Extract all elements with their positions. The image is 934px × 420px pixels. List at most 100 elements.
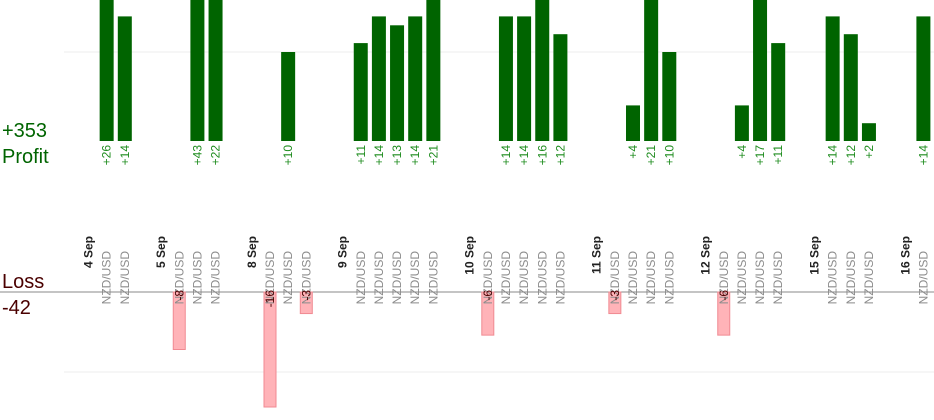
pair-label: NZD/USD bbox=[771, 251, 785, 305]
profit-bar bbox=[426, 0, 441, 141]
profit-total: +353 bbox=[2, 120, 47, 142]
pair-label: NZD/USD bbox=[717, 251, 731, 305]
profit-value-label: +10 bbox=[281, 145, 295, 166]
pair-label: NZD/USD bbox=[372, 251, 386, 305]
pair-label: NZD/USD bbox=[626, 251, 640, 305]
profit-bar bbox=[644, 0, 659, 141]
loss-value-label: -8 bbox=[172, 290, 186, 301]
pair-label: NZD/USD bbox=[662, 251, 676, 305]
profit-value-label: +14 bbox=[826, 145, 840, 166]
profit-bar bbox=[99, 0, 114, 141]
pair-label: NZD/USD bbox=[263, 251, 277, 305]
pair-label: NZD/USD bbox=[826, 251, 840, 305]
profit-value-label: +2 bbox=[862, 145, 876, 159]
profit-value-label: +22 bbox=[209, 145, 223, 166]
profit-bar bbox=[535, 0, 550, 141]
profit-bar bbox=[753, 0, 768, 141]
loss-bar bbox=[481, 291, 495, 336]
bars-group bbox=[99, 0, 931, 408]
profit-value-label: +43 bbox=[190, 145, 204, 166]
profit-value-label: +26 bbox=[100, 145, 114, 166]
loss-value-label: -6 bbox=[481, 290, 495, 301]
pair-label: NZD/USD bbox=[916, 251, 930, 305]
pair-label: NZD/USD bbox=[190, 251, 204, 305]
pair-label: NZD/USD bbox=[517, 251, 531, 305]
date-label: 5 Sep bbox=[154, 236, 168, 268]
profit-value-label: +11 bbox=[354, 145, 368, 165]
profit-bar bbox=[408, 16, 423, 141]
profit-bar bbox=[662, 52, 677, 141]
profit-value-label: +14 bbox=[517, 145, 531, 166]
date-label: 9 Sep bbox=[336, 236, 350, 268]
date-label: 11 Sep bbox=[590, 236, 604, 274]
date-label: 4 Sep bbox=[82, 236, 96, 268]
loss-value-label: -6 bbox=[717, 290, 731, 301]
loss-total: -42 bbox=[2, 297, 31, 319]
profit-value-label: +12 bbox=[844, 145, 858, 166]
loss-bar bbox=[172, 291, 186, 350]
profit-value-label: +13 bbox=[390, 145, 404, 166]
profit-value-label: +21 bbox=[426, 145, 440, 166]
profit-bar bbox=[825, 16, 840, 141]
profit-value-label: +16 bbox=[535, 145, 549, 166]
date-label: 12 Sep bbox=[699, 236, 713, 275]
profit-value-label: +10 bbox=[662, 145, 676, 166]
pair-label: NZD/USD bbox=[553, 251, 567, 305]
pair-label: NZD/USD bbox=[753, 251, 767, 305]
profit-value-label: +4 bbox=[626, 145, 640, 159]
pair-label: NZD/USD bbox=[644, 251, 658, 305]
profit-bar bbox=[117, 16, 132, 141]
profit-bar bbox=[734, 105, 749, 141]
profit-bar bbox=[498, 16, 513, 141]
profit-bar bbox=[771, 43, 786, 141]
date-label: 16 Sep bbox=[898, 236, 912, 275]
pair-label: NZD/USD bbox=[844, 251, 858, 305]
loss-bar bbox=[263, 291, 277, 408]
profit-bar bbox=[843, 34, 858, 142]
pair-label: NZD/USD bbox=[535, 251, 549, 305]
profit-value-label: +14 bbox=[408, 145, 422, 166]
loss-label: Loss bbox=[2, 271, 44, 293]
profit-bar bbox=[371, 16, 386, 141]
profit-value-label: +21 bbox=[644, 145, 658, 166]
pair-label: NZD/USD bbox=[299, 251, 313, 305]
pair-label: NZD/USD bbox=[354, 251, 368, 305]
profit-bar bbox=[916, 16, 931, 141]
loss-value-label: -16 bbox=[263, 290, 277, 308]
pair-label: NZD/USD bbox=[426, 251, 440, 305]
loss-bar bbox=[717, 291, 731, 336]
pair-label: NZD/USD bbox=[118, 251, 132, 305]
pair-label: NZD/USD bbox=[281, 251, 295, 305]
profit-bar bbox=[861, 123, 876, 141]
loss-value-label: -3 bbox=[608, 290, 622, 301]
date-label: 8 Sep bbox=[245, 236, 259, 268]
loss-value-label: -3 bbox=[299, 290, 313, 301]
pair-label: NZD/USD bbox=[100, 251, 114, 305]
pair-label: NZD/USD bbox=[735, 251, 749, 305]
date-label: 10 Sep bbox=[463, 236, 477, 275]
profit-bar bbox=[390, 25, 405, 141]
pair-label: NZD/USD bbox=[608, 251, 622, 305]
profit-value-label: +14 bbox=[118, 145, 132, 166]
profit-value-label: +17 bbox=[753, 145, 767, 166]
date-label: 15 Sep bbox=[808, 236, 822, 275]
loss-bar bbox=[299, 291, 313, 315]
profit-value-label: +14 bbox=[916, 145, 930, 166]
pair-label: NZD/USD bbox=[172, 251, 186, 305]
profit-bar bbox=[353, 43, 368, 141]
profit-bar bbox=[281, 52, 296, 141]
profit-bar bbox=[553, 34, 568, 142]
pair-label: NZD/USD bbox=[209, 251, 223, 305]
profit-bar bbox=[626, 105, 640, 141]
profit-bar bbox=[517, 16, 532, 141]
pair-label: NZD/USD bbox=[862, 251, 876, 305]
profit-value-label: +12 bbox=[553, 145, 567, 166]
profit-bar bbox=[208, 0, 223, 141]
profit-bar bbox=[190, 0, 205, 141]
labels-group: 4 Sep NZD/USD +26 NZD/USD +14 5 Sep NZD/USD -8 N… bbox=[82, 145, 931, 308]
pair-label: NZD/USD bbox=[481, 251, 495, 305]
profit-value-label: +14 bbox=[499, 145, 513, 166]
profit-value-label: +11 bbox=[771, 145, 785, 165]
pair-label: NZD/USD bbox=[390, 251, 404, 305]
